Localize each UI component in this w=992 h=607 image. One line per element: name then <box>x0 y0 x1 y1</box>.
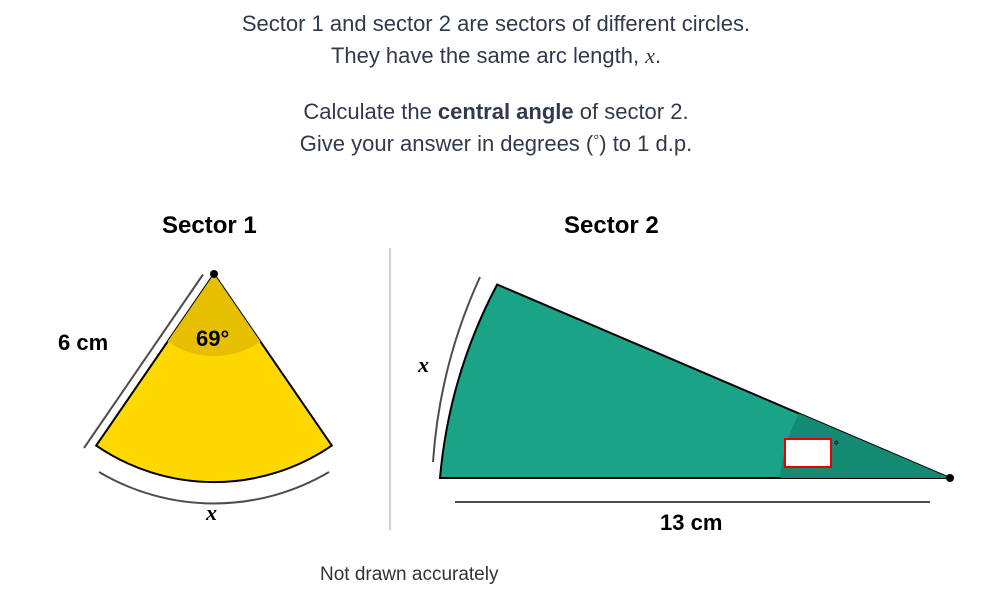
not-drawn-note: Not drawn accurately <box>320 564 498 586</box>
sector1-arc-var: x <box>206 500 217 526</box>
sector1-angle-label: 69° <box>196 326 229 352</box>
sector1-radius-label: 6 cm <box>58 330 108 356</box>
sector1-shape <box>96 270 332 482</box>
sector2-radius-label: 13 cm <box>660 510 722 536</box>
answer-input-box[interactable] <box>784 438 832 468</box>
answer-degree: ° <box>834 438 839 452</box>
sector2-shape <box>440 284 954 482</box>
sector2-arc-var: x <box>418 352 429 378</box>
answer-group: ° <box>784 438 839 468</box>
diagram-svg <box>0 0 992 607</box>
